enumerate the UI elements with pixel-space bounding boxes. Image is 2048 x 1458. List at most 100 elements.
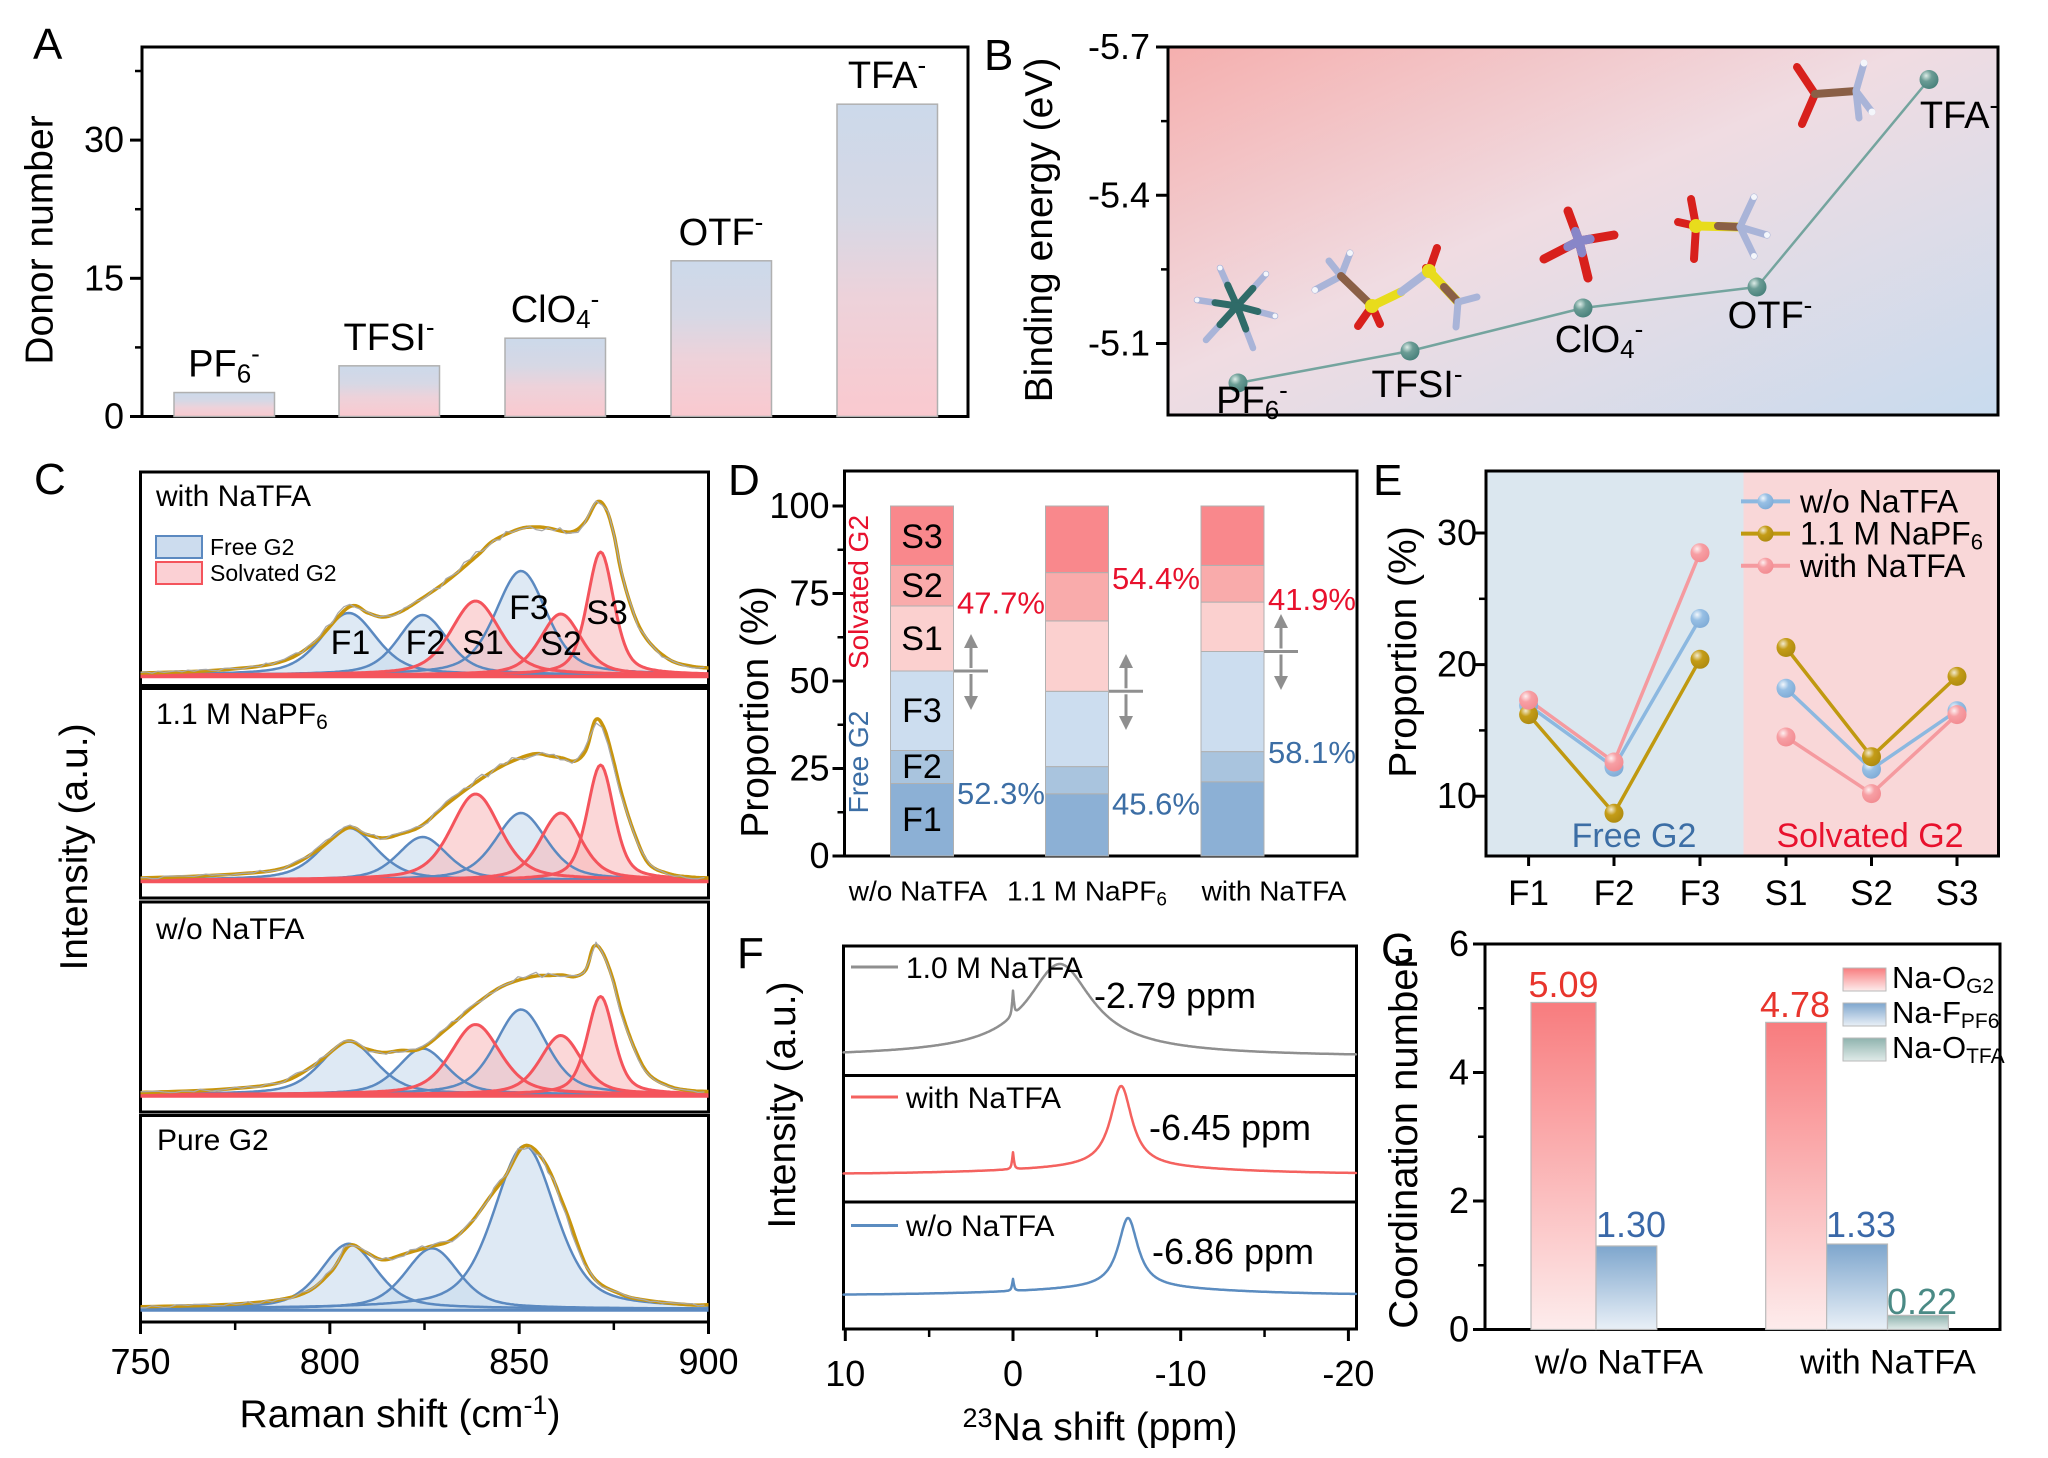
svg-text:S1: S1 [1765, 874, 1808, 913]
svg-text:-5.7: -5.7 [1088, 26, 1150, 67]
svg-text:75: 75 [789, 573, 829, 614]
svg-text:Solvated G2: Solvated G2 [843, 515, 874, 669]
svg-text:1.1 M NaPF6: 1.1 M NaPF6 [1007, 876, 1167, 911]
svg-text:with NaTFA: with NaTFA [155, 480, 311, 513]
svg-text:OTF-: OTF- [1728, 290, 1813, 337]
svg-text:with NaTFA: with NaTFA [1201, 876, 1347, 907]
svg-text:F1: F1 [1508, 874, 1549, 913]
svg-text:E: E [1373, 456, 1402, 505]
svg-text:-5.1: -5.1 [1088, 323, 1150, 364]
svg-text:30: 30 [1437, 512, 1477, 553]
svg-text:-2.79 ppm: -2.79 ppm [1094, 975, 1256, 1016]
svg-text:TFSI-: TFSI- [344, 312, 435, 359]
svg-text:10: 10 [825, 1353, 865, 1394]
svg-text:Proportion (%): Proportion (%) [1382, 526, 1425, 777]
svg-text:w/o NaTFA: w/o NaTFA [155, 913, 304, 946]
svg-text:47.7%: 47.7% [957, 586, 1045, 621]
svg-text:Na-FPF6: Na-FPF6 [1892, 995, 1999, 1033]
svg-text:4: 4 [1449, 1052, 1469, 1093]
svg-text:Solvated G2: Solvated G2 [210, 560, 337, 586]
svg-text:with NaTFA: with NaTFA [905, 1082, 1061, 1115]
svg-text:OTF-: OTF- [679, 207, 764, 254]
svg-text:with NaTFA: with NaTFA [1799, 1344, 1976, 1382]
svg-text:-10: -10 [1155, 1353, 1207, 1394]
svg-text:Coordination number: Coordination number [1382, 955, 1426, 1329]
svg-text:5.09: 5.09 [1528, 964, 1598, 1005]
svg-text:B: B [984, 31, 1013, 80]
svg-text:Free G2: Free G2 [210, 534, 294, 560]
svg-text:S1: S1 [901, 620, 943, 658]
svg-text:1.33: 1.33 [1826, 1204, 1896, 1245]
svg-text:w/o NaTFA: w/o NaTFA [905, 1210, 1054, 1243]
svg-text:Pure G2: Pure G2 [157, 1124, 269, 1157]
svg-text:Proportion (%): Proportion (%) [734, 586, 777, 837]
svg-text:F3: F3 [509, 589, 549, 627]
svg-text:0: 0 [1449, 1309, 1469, 1350]
svg-text:S3: S3 [901, 518, 943, 556]
svg-text:52.3%: 52.3% [957, 776, 1045, 811]
svg-text:750: 750 [110, 1341, 170, 1382]
svg-text:800: 800 [300, 1341, 360, 1382]
svg-text:0: 0 [104, 396, 124, 437]
svg-text:58.1%: 58.1% [1268, 735, 1356, 770]
svg-text:45.6%: 45.6% [1112, 787, 1200, 822]
svg-text:-6.86 ppm: -6.86 ppm [1152, 1231, 1314, 1272]
svg-text:F2: F2 [1594, 874, 1635, 913]
svg-text:Raman shift (cm-1): Raman shift (cm-1) [240, 1390, 561, 1436]
svg-text:10: 10 [1437, 775, 1477, 816]
svg-text:2: 2 [1449, 1180, 1469, 1221]
svg-text:F2: F2 [406, 624, 446, 662]
svg-text:850: 850 [489, 1341, 549, 1382]
svg-text:S2: S2 [1850, 874, 1893, 913]
svg-text:30: 30 [84, 119, 124, 160]
svg-text:A: A [33, 20, 63, 69]
svg-text:Free G2: Free G2 [1572, 817, 1697, 855]
svg-text:F1: F1 [331, 624, 371, 662]
svg-text:15: 15 [84, 257, 124, 298]
svg-text:S2: S2 [540, 625, 582, 663]
svg-text:w/o NaTFA: w/o NaTFA [848, 876, 988, 907]
svg-text:F3: F3 [902, 692, 942, 730]
svg-text:25: 25 [789, 748, 829, 789]
svg-text:w/o NaTFA: w/o NaTFA [1799, 483, 1959, 519]
svg-text:23Na shift (ppm): 23Na shift (ppm) [963, 1403, 1238, 1449]
svg-text:20: 20 [1437, 644, 1477, 685]
svg-text:C: C [34, 455, 66, 504]
svg-text:0: 0 [809, 835, 829, 876]
svg-text:-20: -20 [1322, 1353, 1374, 1394]
svg-text:50: 50 [789, 660, 829, 701]
svg-text:Intensity (a.u.): Intensity (a.u.) [53, 723, 96, 970]
svg-text:0: 0 [1003, 1353, 1023, 1394]
svg-text:6: 6 [1449, 923, 1469, 964]
svg-text:54.4%: 54.4% [1112, 561, 1200, 596]
svg-text:F: F [737, 929, 764, 978]
svg-text:S3: S3 [1936, 874, 1979, 913]
svg-text:S1: S1 [462, 624, 504, 662]
svg-text:1.30: 1.30 [1596, 1204, 1666, 1245]
svg-text:Free G2: Free G2 [843, 711, 874, 814]
svg-text:-5.4: -5.4 [1088, 174, 1150, 215]
svg-text:41.9%: 41.9% [1268, 582, 1356, 617]
svg-text:with NaTFA: with NaTFA [1799, 548, 1966, 584]
svg-text:TFA-: TFA- [848, 50, 926, 97]
svg-text:1.1 M NaPF6: 1.1 M NaPF6 [156, 698, 328, 734]
svg-text:TFSI-: TFSI- [1372, 359, 1463, 406]
svg-text:1.0 M NaTFA: 1.0 M NaTFA [906, 952, 1083, 985]
svg-text:Solvated G2: Solvated G2 [1776, 817, 1963, 855]
svg-text:Binding energy (eV): Binding energy (eV) [1018, 58, 1061, 403]
svg-text:w/o NaTFA: w/o NaTFA [1534, 1344, 1703, 1382]
svg-text:0.22: 0.22 [1887, 1281, 1957, 1322]
svg-text:D: D [728, 456, 760, 505]
svg-text:Intensity (a.u.): Intensity (a.u.) [761, 981, 804, 1228]
svg-text:4.78: 4.78 [1760, 984, 1830, 1025]
svg-text:Donor number: Donor number [19, 115, 62, 364]
svg-text:F1: F1 [902, 801, 942, 839]
svg-text:100: 100 [769, 485, 829, 526]
svg-text:G: G [1381, 925, 1415, 974]
svg-text:TFA-: TFA- [1920, 90, 1998, 137]
svg-text:S2: S2 [901, 567, 943, 605]
svg-text:F2: F2 [902, 748, 942, 786]
svg-text:1.1 M NaPF6: 1.1 M NaPF6 [1800, 516, 1983, 555]
svg-text:900: 900 [678, 1341, 738, 1382]
svg-text:S3: S3 [586, 594, 628, 632]
